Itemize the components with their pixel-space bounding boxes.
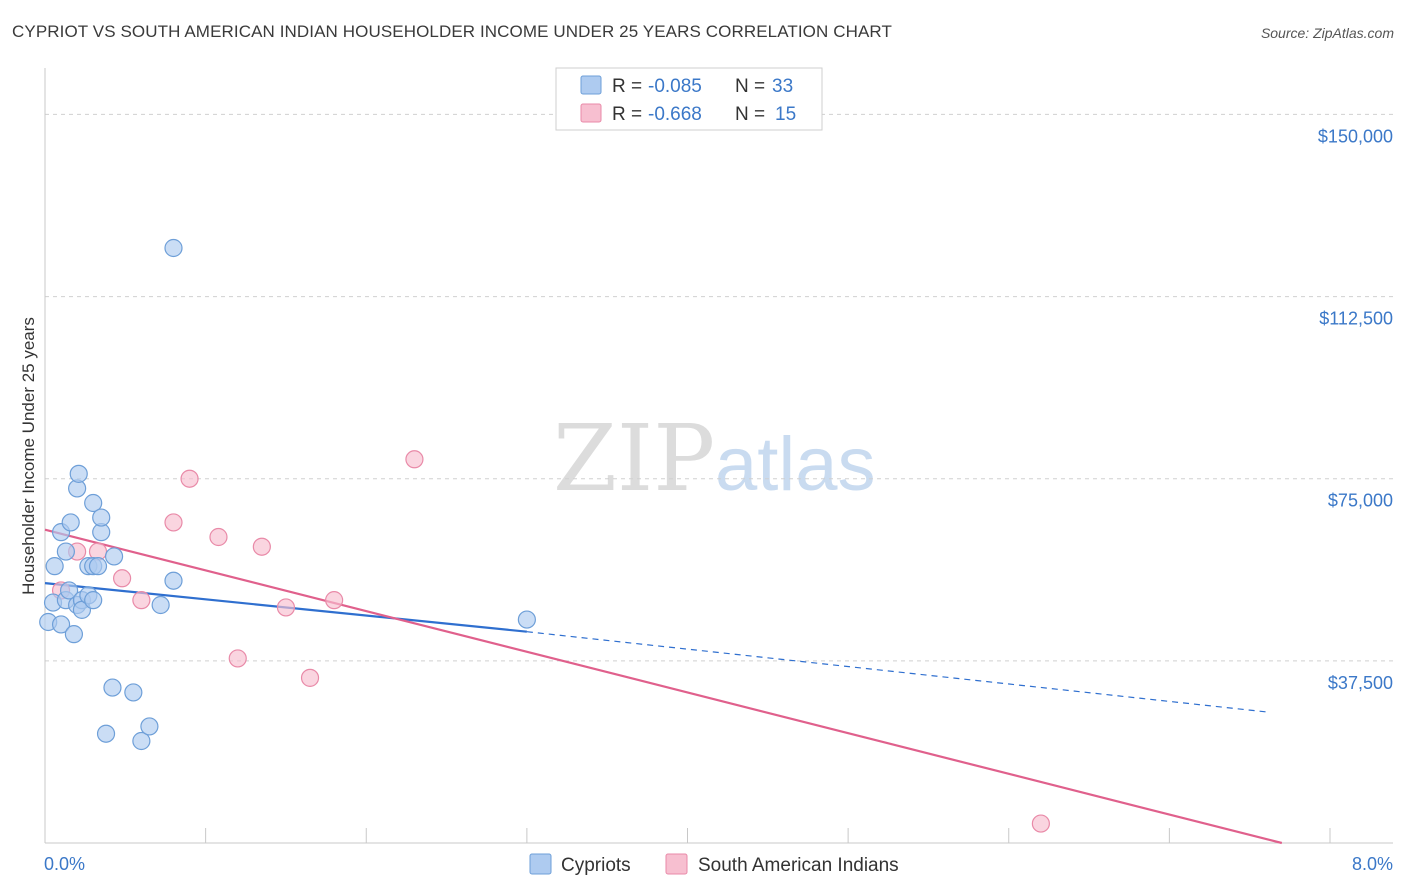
point-sai[interactable] xyxy=(180,469,199,488)
point-sai[interactable] xyxy=(228,649,247,668)
bottom-legend-label-sai: South American Indians xyxy=(698,855,899,876)
legend-n-value-cypriots: 33 xyxy=(772,76,793,97)
x-tick-label-left: 0.0% xyxy=(44,854,85,874)
point-sai[interactable] xyxy=(300,668,320,687)
point-cypriots[interactable] xyxy=(151,595,170,615)
x-ticks xyxy=(205,828,1331,843)
legend-r-label-sai: R = xyxy=(612,104,642,125)
y-tick-label: $37,500 xyxy=(1328,673,1393,693)
point-cypriots[interactable] xyxy=(61,513,80,532)
point-cypriots[interactable] xyxy=(164,571,183,590)
point-cypriots[interactable] xyxy=(51,615,71,634)
point-sai[interactable] xyxy=(209,527,228,547)
legend-swatch-sai xyxy=(580,103,602,123)
point-cypriots[interactable] xyxy=(84,591,103,610)
x-tick-label-right: 8.0% xyxy=(1352,854,1393,874)
point-cypriots[interactable] xyxy=(59,581,79,600)
point-cypriots[interactable] xyxy=(132,731,151,751)
legend-n-value-sai: 15 xyxy=(775,104,796,125)
point-sai[interactable] xyxy=(405,450,424,469)
point-cypriots[interactable] xyxy=(84,493,103,513)
bottom-legend-swatch-cypriots xyxy=(529,853,552,875)
legend-r-value-cypriots: -0.085 xyxy=(648,76,702,97)
trend-line-cypriots-extension xyxy=(526,631,1266,713)
point-cypriots[interactable] xyxy=(103,678,122,697)
point-cypriots[interactable] xyxy=(69,464,88,483)
point-cypriots[interactable] xyxy=(56,542,75,561)
point-cypriots[interactable] xyxy=(140,717,159,736)
point-sai[interactable] xyxy=(164,513,183,532)
point-sai[interactable] xyxy=(276,598,296,617)
watermark: ZIP atlas xyxy=(553,405,876,512)
axes xyxy=(44,68,1393,844)
point-cypriots[interactable] xyxy=(92,508,111,527)
watermark-atlas: atlas xyxy=(715,422,876,507)
point-sai[interactable] xyxy=(112,569,132,588)
data-points xyxy=(39,238,1050,833)
bottom-legend-swatch-sai xyxy=(665,853,688,875)
trend-lines xyxy=(44,528,1283,845)
stats-legend: R = -0.085 N = 33 R = -0.668 N = 15 xyxy=(555,67,823,131)
point-cypriots[interactable] xyxy=(104,547,124,566)
point-cypriots[interactable] xyxy=(64,625,84,644)
y-tick-label: $112,500 xyxy=(1319,309,1393,329)
point-cypriots[interactable] xyxy=(88,557,108,576)
series-legend: Cypriots South American Indians xyxy=(529,853,899,876)
point-cypriots[interactable] xyxy=(96,724,116,743)
legend-n-label-cypriots: N = xyxy=(735,76,765,97)
source-credit: Source: ZipAtlas.com xyxy=(1260,25,1394,41)
watermark-zip: ZIP xyxy=(553,405,715,512)
point-sai[interactable] xyxy=(252,537,271,556)
legend-r-label-cypriots: R = xyxy=(612,76,642,97)
point-sai[interactable] xyxy=(1031,814,1050,833)
point-cypriots[interactable] xyxy=(164,238,183,258)
y-tick-label: $75,000 xyxy=(1328,491,1393,511)
bottom-legend-label-cypriots: Cypriots xyxy=(561,855,631,876)
point-cypriots[interactable] xyxy=(517,610,536,629)
legend-n-label-sai: N = xyxy=(735,104,765,125)
chart-title: CYPRIOT VS SOUTH AMERICAN INDIAN HOUSEHO… xyxy=(12,22,892,41)
y-tick-labels: $37,500 $75,000 $112,500 $150,000 xyxy=(1318,126,1393,692)
grid xyxy=(45,113,1393,662)
trend-line-sai xyxy=(44,528,1283,845)
point-sai[interactable] xyxy=(132,591,151,610)
point-cypriots[interactable] xyxy=(124,683,143,702)
legend-r-value-sai: -0.668 xyxy=(648,104,702,125)
y-axis-label: Householder Income Under 25 years xyxy=(19,317,38,595)
point-cypriots[interactable] xyxy=(45,557,64,576)
point-sai[interactable] xyxy=(325,591,344,610)
legend-swatch-cypriots xyxy=(580,75,602,95)
y-tick-label: $150,000 xyxy=(1318,126,1393,146)
